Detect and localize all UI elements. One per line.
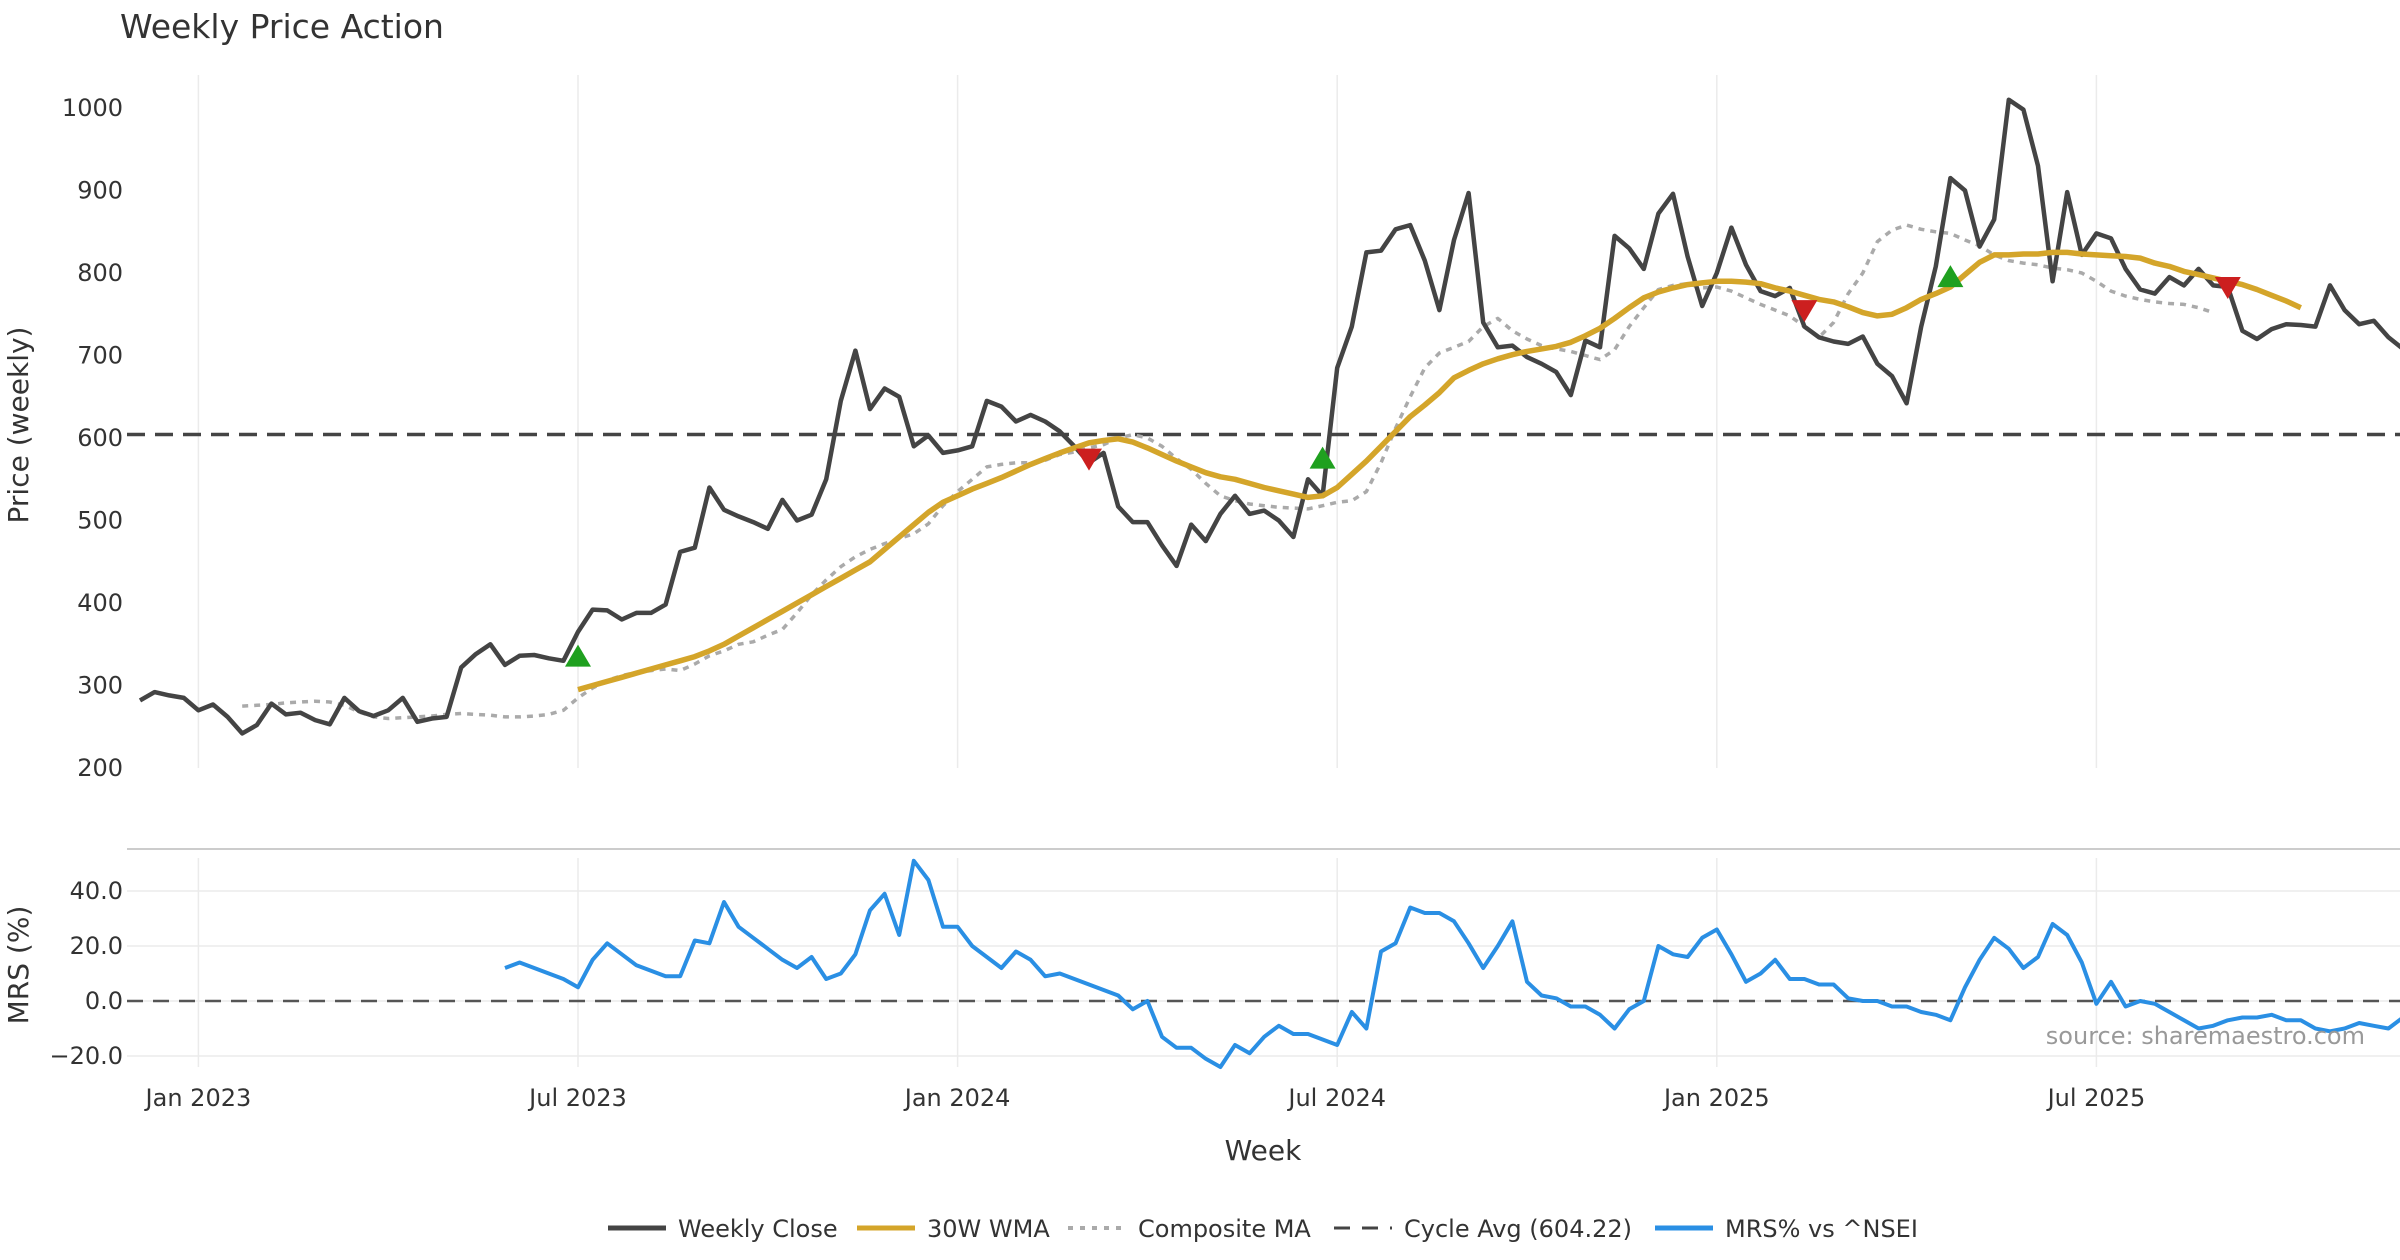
x-tick-label: Jul 2023 (527, 1084, 627, 1112)
legend-label: Weekly Close (678, 1215, 838, 1243)
mrs-y-tick: −20.0 (49, 1042, 123, 1070)
weekly-close-line (138, 97, 2400, 736)
sell-signal-marker (1076, 448, 1102, 471)
mrs-y-tick: 0.0 (85, 987, 123, 1015)
x-tick-label: Jan 2024 (903, 1084, 1011, 1112)
legend-item: Cycle Avg (604.22) (1334, 1215, 1632, 1243)
legend-item: 30W WMA (857, 1215, 1050, 1243)
legend-label: MRS% vs ^NSEI (1725, 1215, 1918, 1243)
price-y-tick: 800 (77, 259, 123, 287)
price-ylabel: Price (weekly) (2, 327, 35, 524)
legend-label: Composite MA (1138, 1215, 1311, 1243)
price-y-tick: 900 (77, 177, 123, 205)
x-tick-label: Jul 2024 (1286, 1084, 1386, 1112)
composite-ma-line (242, 223, 2214, 721)
reference-lines (127, 432, 2400, 1003)
buy-signal-marker (1309, 446, 1336, 469)
mrs-line (504, 858, 2400, 1069)
x-tick-label: Jan 2025 (1662, 1084, 1770, 1112)
x-axis-label: Week (1225, 1134, 1302, 1167)
price-y-tick: 700 (77, 342, 123, 370)
signal-markers (565, 265, 2241, 667)
x-tick-label: Jul 2025 (2046, 1084, 2146, 1112)
buy-signal-marker (565, 644, 591, 667)
legend-label: 30W WMA (927, 1215, 1050, 1243)
price-y-tick: 600 (77, 424, 123, 452)
grid-layer (127, 75, 2400, 1067)
series-layer (138, 97, 2400, 1069)
sell-signal-marker (2214, 277, 2241, 300)
x-tick-label: Jan 2023 (144, 1084, 252, 1112)
price-y-tick: 400 (77, 589, 123, 617)
price-y-tick: 500 (77, 507, 123, 535)
chart-title: Weekly Price Action (120, 7, 444, 46)
source-note: source: sharemaestro.com (2046, 1022, 2365, 1050)
price-y-tick: 1000 (62, 94, 123, 122)
legend: Weekly Close 30W WMA Composite MA Cycle Avg… (608, 1215, 1918, 1243)
price-y-tick: 300 (77, 672, 123, 700)
mrs-y-tick: 20.0 (70, 932, 123, 960)
legend-item: Composite MA (1068, 1215, 1311, 1243)
buy-signal-marker (1937, 265, 1964, 288)
mrs-y-tick: 40.0 (70, 877, 123, 905)
legend-label: Cycle Avg (604.22) (1404, 1215, 1632, 1243)
price-y-tick: 200 (77, 754, 123, 782)
wma-30w-line (577, 249, 2302, 693)
legend-item: Weekly Close (608, 1215, 838, 1243)
mrs-ylabel: MRS (%) (2, 906, 35, 1025)
sell-signal-marker (1791, 300, 1818, 323)
axis-labels: Jan 2023 Jul 2023 Jan 2024 Jul 2024 Jan 2025… (49, 94, 2145, 1112)
legend-item: MRS% vs ^NSEI (1655, 1215, 1918, 1243)
